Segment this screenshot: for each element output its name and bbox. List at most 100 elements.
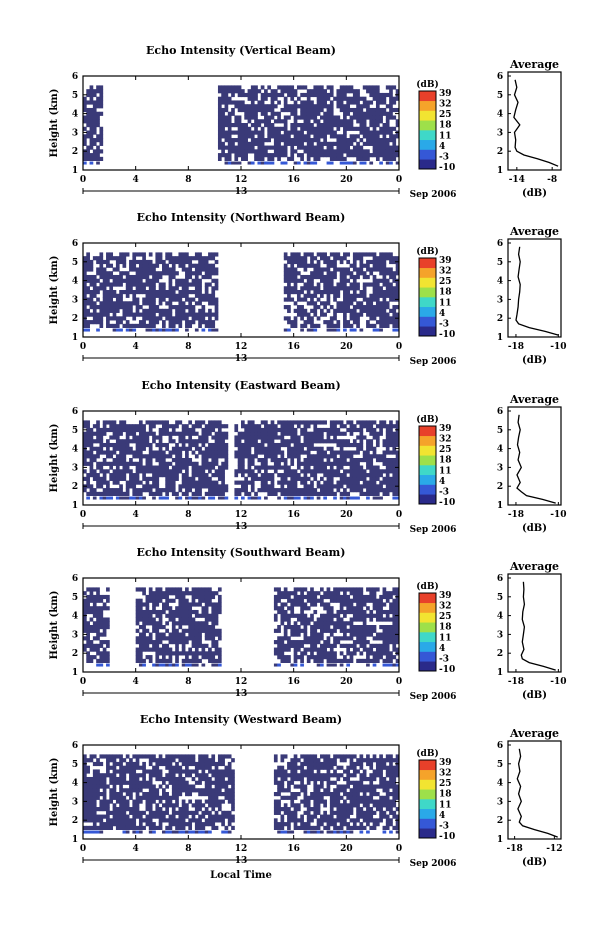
echo-cell (313, 263, 318, 268)
echo-cell (115, 427, 120, 433)
echo-cell (201, 473, 206, 478)
echo-cell (343, 278, 347, 283)
echo-cell (352, 89, 357, 94)
echo-cell (303, 617, 308, 622)
echo-cell (277, 450, 281, 455)
echo-cell (188, 651, 193, 656)
echo-cell (356, 473, 360, 478)
echo-cell (336, 427, 341, 433)
echo-cell (366, 111, 370, 116)
echo-cell (326, 92, 331, 98)
echo-cell (385, 617, 390, 622)
echo-cell (372, 473, 377, 478)
echo-cell (168, 274, 173, 280)
echo-cell (336, 126, 341, 131)
echo-cell (168, 617, 173, 622)
echo-cell (175, 476, 179, 481)
echo-cell (283, 271, 288, 276)
echo-cell (115, 446, 120, 451)
echo-cell (300, 621, 304, 626)
echo-cell (333, 591, 337, 596)
echo-cell (375, 305, 380, 310)
echo-cell (152, 647, 156, 652)
echo-cell (362, 126, 367, 131)
echo-cell (316, 598, 321, 603)
echo-cell (217, 488, 222, 493)
echo-cell (389, 658, 393, 663)
echo-cell (356, 609, 360, 615)
day-label: 13 (235, 187, 248, 197)
echo-cell (165, 476, 169, 481)
echo-cell (287, 427, 291, 433)
echo-cell (234, 100, 239, 105)
echo-cell (296, 420, 301, 425)
echo-cell (198, 658, 202, 663)
echo-cell (208, 480, 212, 485)
echo-cell (158, 316, 163, 321)
echo-cell (313, 286, 318, 291)
echo-cell (135, 613, 140, 618)
echo-cell (83, 301, 87, 306)
echo-cell (290, 92, 295, 98)
echo-cell (221, 454, 225, 459)
echo-cell (142, 256, 146, 261)
profile-x-label: (dB) (522, 523, 547, 534)
echo-cell (155, 271, 160, 276)
echo-cell (346, 480, 351, 485)
echo-cell (106, 469, 110, 474)
echo-cell (320, 446, 324, 451)
echo-cell (168, 290, 173, 295)
echo-cell (323, 625, 327, 630)
echo-cell (168, 655, 173, 660)
echo-cell (152, 476, 156, 481)
echo-cell (287, 290, 291, 295)
echo-cell (264, 149, 268, 154)
echo-cell (171, 609, 176, 615)
echo-cell (320, 450, 324, 455)
echo-cell (119, 431, 123, 436)
echo-cell (234, 104, 239, 109)
echo-cell (86, 602, 90, 607)
echo-cell (296, 305, 301, 310)
echo-cell (221, 89, 225, 94)
echo-cell (227, 111, 232, 116)
echo-cell (270, 454, 275, 459)
echo-cell (306, 442, 311, 448)
echo-cell (313, 156, 318, 161)
echo-cell (191, 491, 196, 496)
echo-cell (145, 458, 150, 463)
echo-cell (214, 446, 219, 451)
echo-cell (264, 454, 268, 459)
echo-cell (171, 267, 176, 272)
echo-cell (277, 625, 281, 630)
echo-cell (148, 488, 153, 493)
echo-cell (96, 134, 100, 139)
echo-cell (201, 293, 206, 298)
echo-cell (175, 609, 179, 615)
echo-cell (323, 461, 327, 466)
echo-cell (260, 130, 265, 135)
echo-cell (211, 663, 216, 667)
echo-cell (303, 473, 308, 478)
echo-cell (250, 435, 255, 440)
echo-cell (96, 473, 100, 478)
echo-cell (201, 606, 206, 611)
echo-cell (102, 259, 107, 265)
echo-cell (171, 476, 176, 481)
echo-cell (366, 312, 370, 317)
echo-cell (326, 663, 331, 667)
echo-cell (138, 613, 143, 618)
echo-cell (83, 647, 87, 652)
echo-cell (316, 156, 321, 161)
echo-cell (392, 609, 397, 615)
echo-cell (83, 320, 87, 325)
echo-cell (99, 594, 104, 600)
echo-cell (336, 461, 341, 466)
echo-cell (310, 617, 314, 622)
echo-cell (339, 450, 344, 455)
echo-cell (175, 663, 179, 667)
echo-cell (132, 488, 137, 493)
echo-cell (346, 85, 351, 90)
echo-cell (366, 156, 370, 161)
echo-cell (237, 491, 242, 496)
